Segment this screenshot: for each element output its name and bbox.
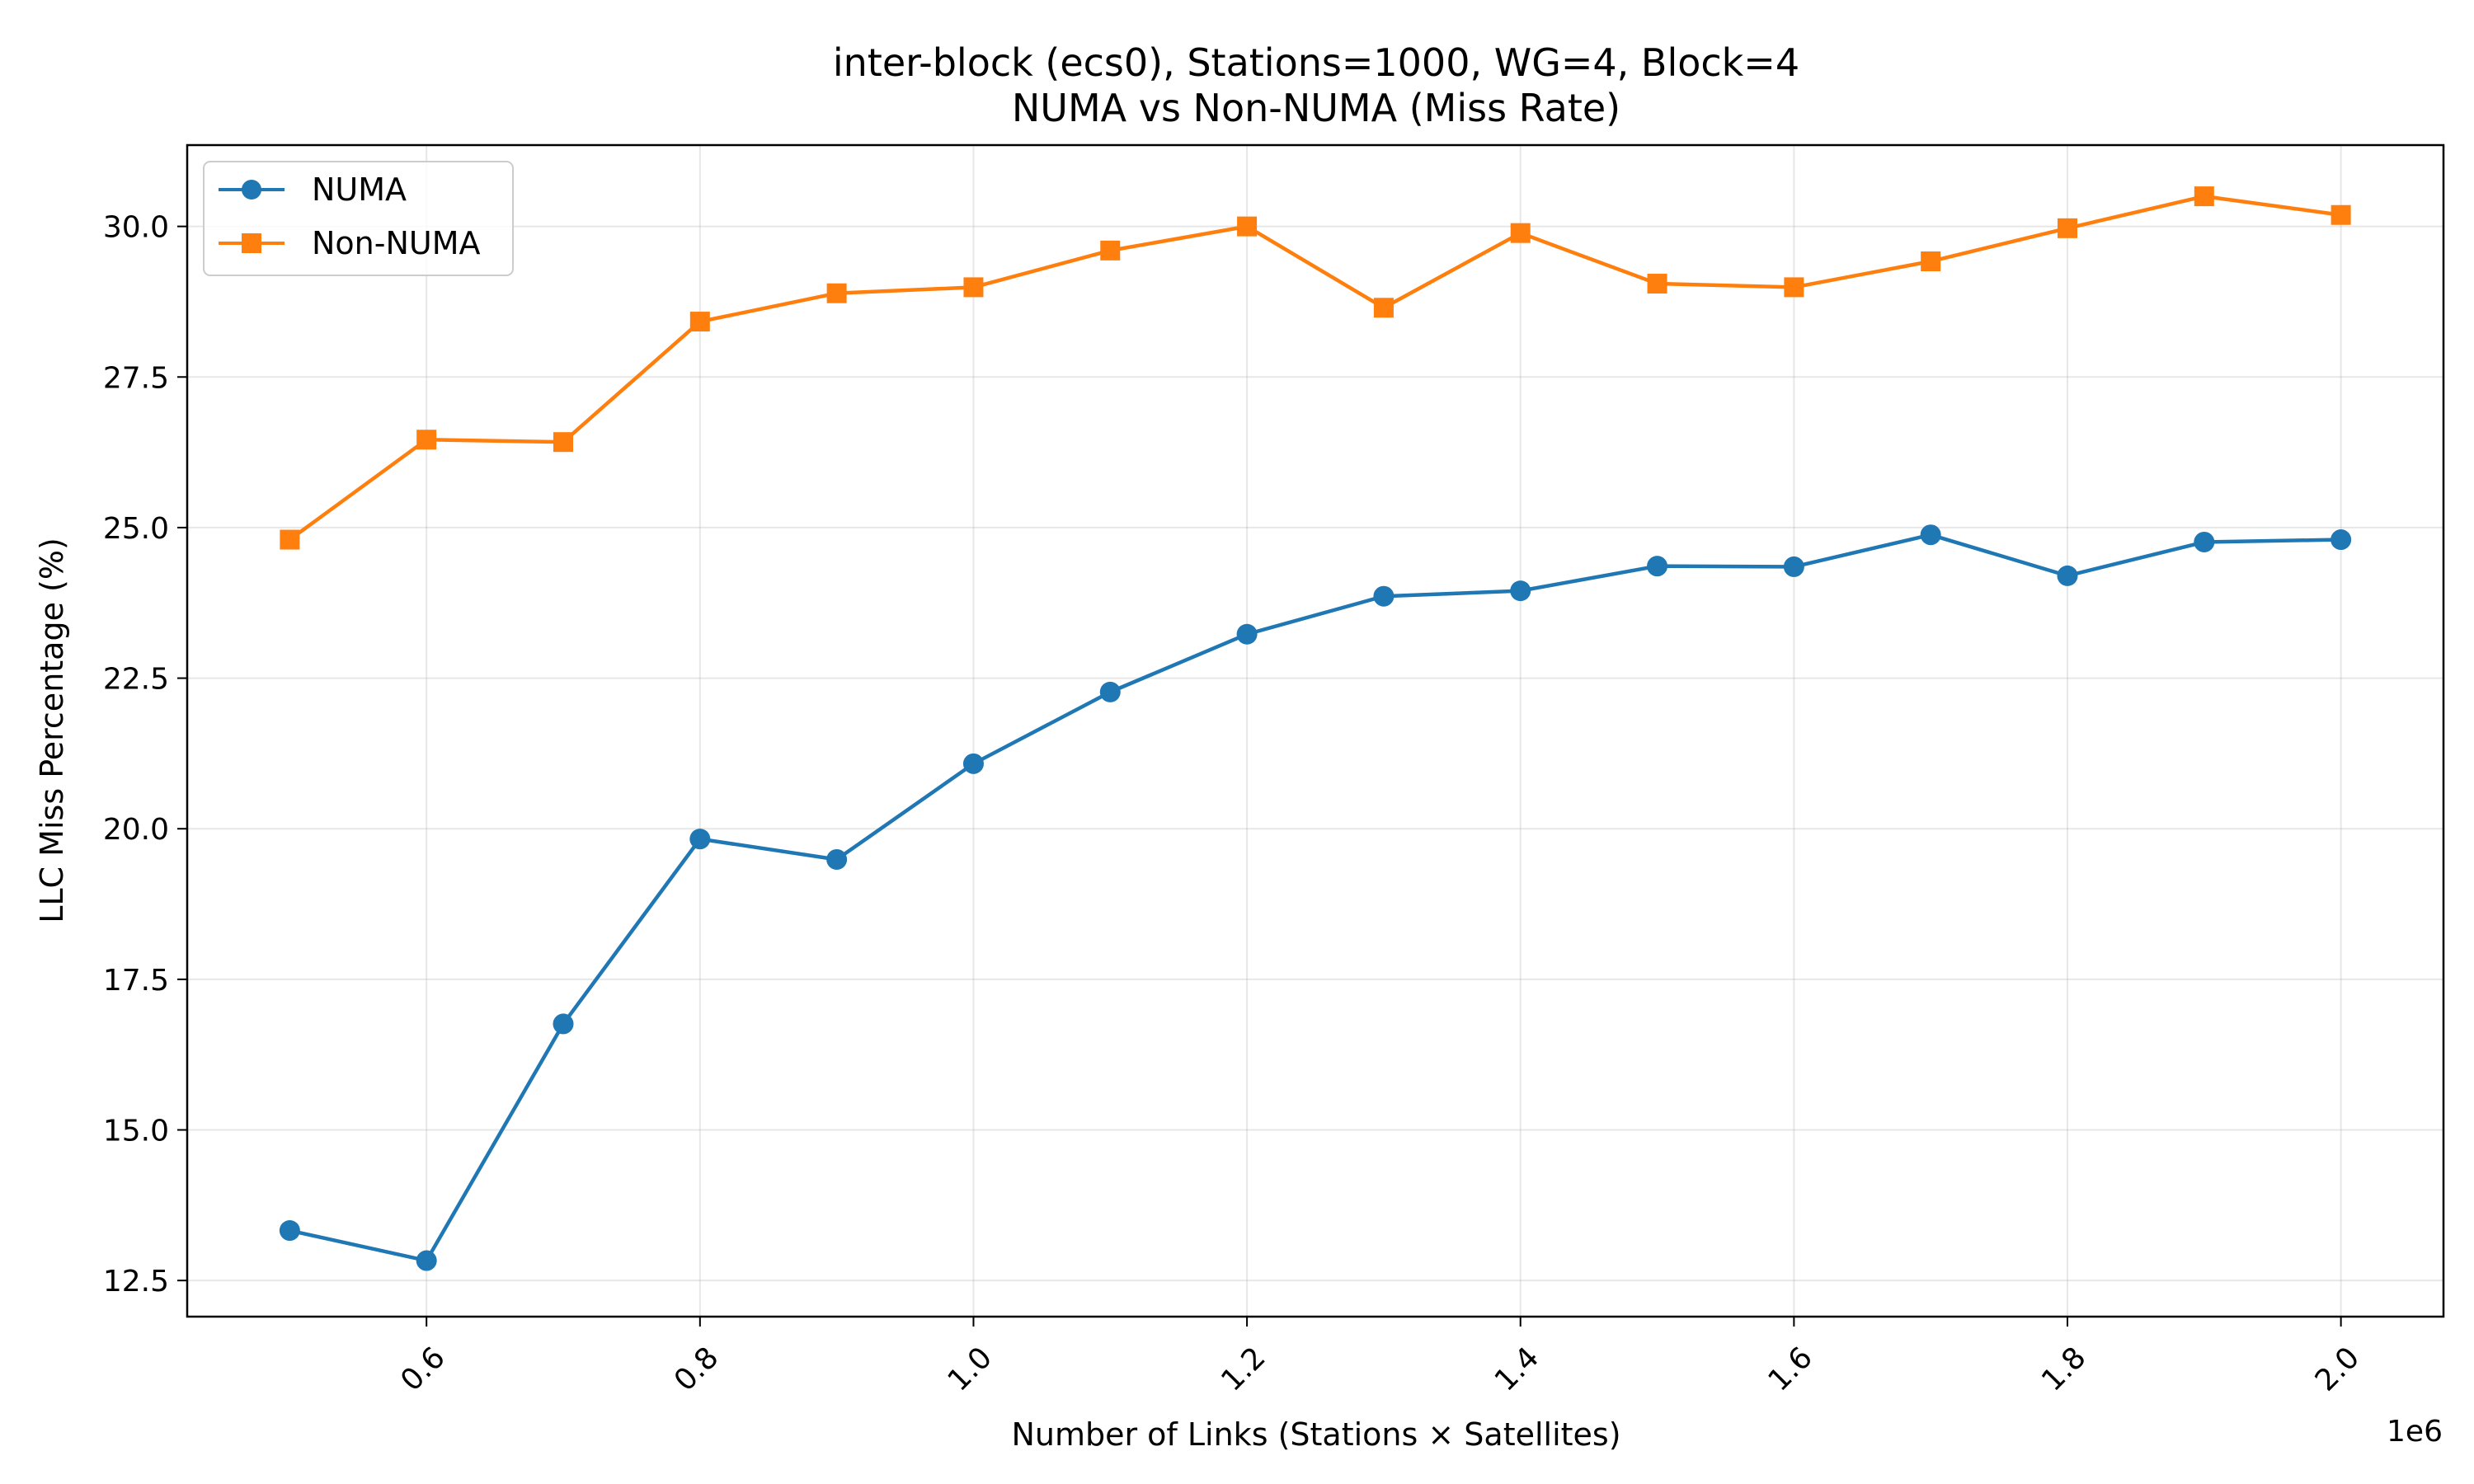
y-tick-label: 22.5 [103, 663, 169, 697]
y-tick-label: 20.0 [103, 813, 169, 847]
data-point-numa [1920, 524, 1941, 546]
data-point-numa [279, 1220, 300, 1242]
data-point-non-numa [2331, 204, 2351, 225]
data-point-numa [1236, 623, 1258, 645]
data-point-numa [416, 1250, 437, 1271]
legend: NUMA Non-NUMA [203, 161, 514, 276]
data-point-non-numa [1100, 240, 1121, 261]
series-line-numa [289, 533, 2341, 1263]
grid [187, 145, 2443, 1317]
data-point-numa [2331, 529, 2352, 551]
data-point-numa [962, 753, 984, 774]
series-layer [279, 186, 2352, 1271]
y-tick-label: 12.5 [103, 1265, 169, 1298]
data-point-numa [1099, 681, 1121, 702]
data-point-non-numa [1510, 223, 1531, 243]
legend-marker-numa [242, 180, 261, 200]
data-point-numa [826, 848, 848, 870]
data-point-non-numa [2194, 186, 2214, 207]
data-point-non-numa [1647, 274, 1667, 294]
y-tick-label: 17.5 [103, 964, 169, 998]
x-axis-label: Number of Links (Stations × Satellites) [1011, 1416, 1620, 1453]
data-point-non-numa [416, 430, 437, 450]
data-point-numa [1510, 580, 1531, 602]
data-point-numa [553, 1013, 574, 1035]
x-axis-offset-label: 1e6 [2387, 1415, 2443, 1449]
data-point-non-numa [553, 432, 573, 453]
data-point-numa [2194, 531, 2215, 552]
data-point-numa [1647, 556, 1668, 577]
data-point-non-numa [1373, 298, 1394, 318]
legend-label-non-numa: Non-NUMA [312, 225, 481, 261]
data-point-non-numa [280, 529, 300, 550]
data-point-numa [2057, 565, 2078, 586]
data-point-numa [1783, 556, 1804, 577]
chart-title: inter-block (ecs0), Stations=1000, WG=4,… [833, 40, 1799, 85]
data-point-numa [1373, 585, 1395, 607]
plot-frame [186, 143, 2445, 1318]
data-point-non-numa [2058, 218, 2077, 238]
legend-marker-non-numa [242, 233, 261, 253]
y-tick-label: 15.0 [103, 1115, 169, 1148]
data-point-non-numa [826, 283, 847, 303]
chart-subtitle: NUMA vs Non-NUMA (Miss Rate) [1012, 86, 1620, 130]
legend-label-numa: NUMA [312, 171, 407, 208]
data-point-numa [689, 829, 711, 850]
data-point-non-numa [1237, 216, 1258, 237]
y-tick-label: 27.5 [103, 361, 169, 395]
y-tick-label: 30.0 [103, 211, 169, 245]
data-point-non-numa [1784, 277, 1804, 298]
data-point-non-numa [1921, 251, 1941, 272]
data-point-non-numa [963, 277, 984, 298]
y-tick-label: 25.0 [103, 512, 169, 546]
y-axis-label: LLC Miss Percentage (%) [34, 538, 70, 923]
series-line-non-numa [289, 194, 2341, 542]
data-point-non-numa [689, 312, 710, 332]
axes: 0.6 0.8 1.0 1.2 1.4 1.6 1.8 2.012.515.017.520.0… [103, 211, 2366, 1398]
